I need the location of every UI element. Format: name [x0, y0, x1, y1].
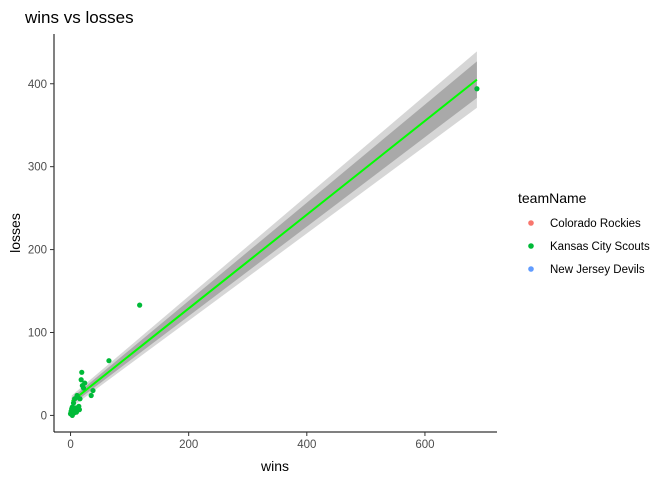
data-point	[79, 369, 85, 375]
chart-title: wins vs losses	[24, 8, 134, 27]
legend-title: teamName	[518, 190, 587, 206]
legend: teamName Colorado Rockies Kansas City Sco…	[518, 190, 650, 276]
y-tick-label: 0	[41, 410, 47, 422]
data-point	[82, 380, 88, 386]
legend-key	[528, 266, 534, 272]
data-point	[474, 86, 480, 92]
trend-line	[71, 78, 478, 403]
legend-key	[528, 243, 534, 249]
data-point	[80, 385, 87, 391]
x-axis-title: wins	[260, 458, 289, 474]
data-point	[77, 396, 83, 402]
data-point	[76, 407, 82, 413]
data-point	[137, 302, 143, 308]
data-point	[88, 392, 94, 399]
legend-label: New Jersey Devils	[550, 264, 645, 276]
y-tick-label: 200	[28, 245, 47, 257]
x-tick-label: 400	[297, 439, 316, 451]
legend-key	[528, 220, 534, 226]
plot-area: 0 200 400 600 0 100 200 300 400	[28, 34, 497, 451]
y-tick-label: 100	[28, 328, 47, 340]
y-axis-title: losses	[7, 213, 23, 253]
legend-label: Kansas City Scouts	[550, 241, 650, 253]
data-point	[78, 377, 84, 383]
data-point	[70, 400, 77, 406]
data-point	[90, 387, 96, 394]
x-tick-label: 0	[67, 439, 73, 451]
y-tick-label: 300	[28, 162, 47, 174]
x-tick-label: 200	[179, 439, 198, 451]
x-tick-label: 600	[415, 439, 434, 451]
data-point	[106, 358, 112, 364]
y-tick-label: 400	[28, 79, 47, 91]
legend-label: Colorado Rockies	[550, 218, 641, 230]
confidence-band-inner	[71, 61, 477, 405]
